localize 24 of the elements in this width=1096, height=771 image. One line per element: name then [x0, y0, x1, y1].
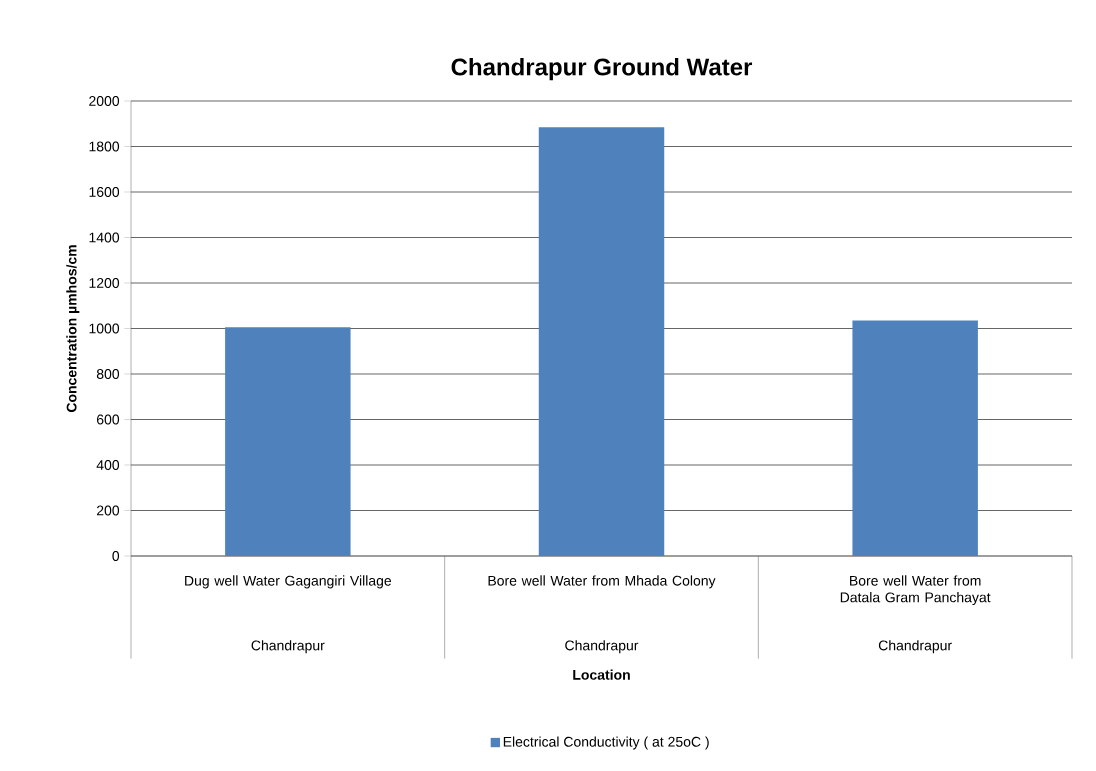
x-tick-label: Bore well Water from Datala Gram Panchayat	[840, 575, 991, 606]
text: Chandrapur	[878, 640, 952, 654]
y-tick-label: 200	[96, 505, 120, 516]
y-tick-label: 1200	[89, 278, 120, 288]
y-tick-label: 1800	[89, 141, 120, 152]
legend-label: Electrical Conductivity ( at 25oC )	[503, 736, 709, 750]
y-tick-label: 0	[112, 551, 120, 561]
bar	[538, 127, 665, 556]
y-tick-label: 1400	[89, 232, 120, 243]
y-tick-label: 400	[96, 460, 120, 470]
y-tick-label: 600	[96, 414, 120, 425]
y-axis-title: Concentration µmhos/cm	[66, 245, 80, 413]
x-axis-title: Location	[573, 669, 630, 680]
x-tick-label: Bore well Water from Mhada Colony	[488, 575, 716, 589]
text: Chandrapur	[251, 640, 325, 654]
text: Chandrapur	[565, 640, 639, 654]
x-tick-label: Dug well Water Gagangiri Village	[185, 575, 392, 589]
bar	[225, 327, 351, 556]
bar	[852, 320, 978, 556]
y-tick-label: 1600	[89, 187, 120, 197]
chart-title: Chandrapur Ground Water	[451, 57, 753, 81]
y-tick-label: 2000	[89, 96, 120, 106]
y-tick-label: 1000	[89, 323, 120, 334]
y-tick-label: 800	[96, 369, 120, 379]
